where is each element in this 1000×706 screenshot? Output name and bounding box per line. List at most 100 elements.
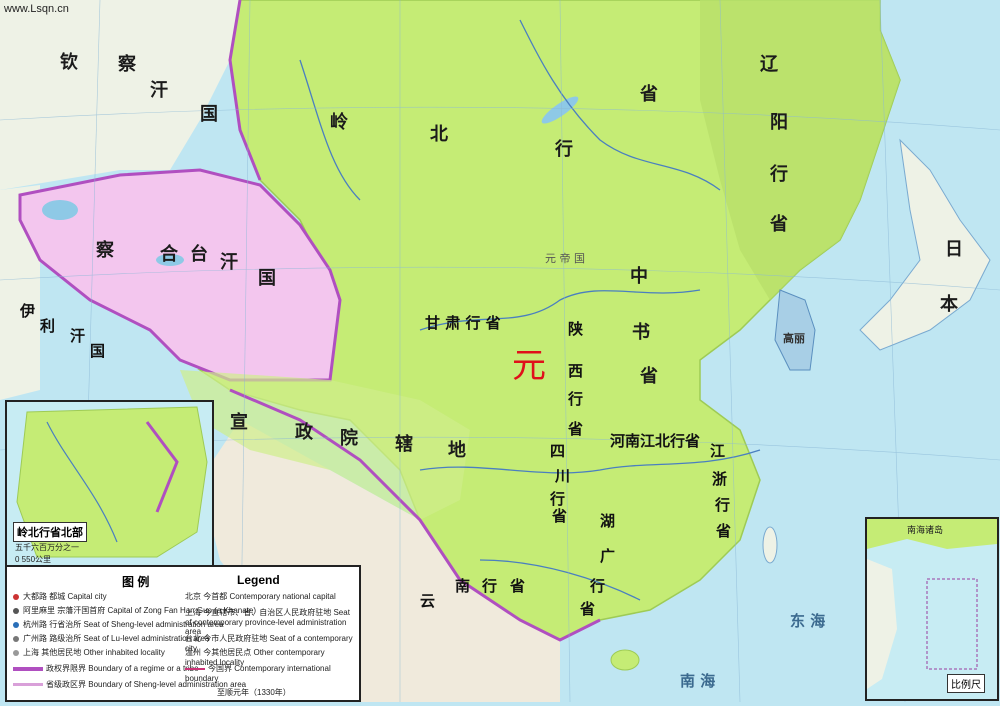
- inset-left-svg: [16, 406, 208, 558]
- label-yili-4: 国: [90, 342, 106, 360]
- legend-right-0-cn: 北京: [185, 592, 201, 601]
- legend-item-2-cn2: 行省治所: [49, 620, 82, 629]
- label-lingbei-2: 北: [430, 124, 448, 145]
- label-shaanxi-3: 行: [568, 390, 584, 408]
- legend-item-3-cn2: 路级治所: [49, 634, 82, 643]
- taiwan-island: [762, 526, 778, 564]
- amur-river: [519, 19, 721, 191]
- label-lingbei-3: 行: [555, 139, 573, 160]
- legend-item-1-en: Capital of Zong Fan Han Guo (a Khanate): [107, 606, 256, 615]
- yellow-river: [419, 289, 701, 331]
- label-sichuan-4: 省: [552, 507, 568, 525]
- inset-right-title: 比例尺: [947, 674, 985, 693]
- inset-left-land: [16, 406, 208, 558]
- label-xuanzheng-1: 宣: [230, 412, 248, 433]
- label-zhongshu-2: 书: [632, 322, 650, 343]
- rivers: [299, 19, 761, 601]
- legend-right-2: 台北 今市人民政府驻地 Seat of a contemporary city: [185, 633, 359, 653]
- legend-right-4: 今国界 Contemporary international boundary: [185, 663, 359, 683]
- legend-item-1-cn: 阿里麻里: [23, 606, 55, 615]
- legend-item-4-cn: 上海: [23, 648, 39, 657]
- label-shaanxi-4: 省: [568, 420, 584, 438]
- label-jiangzhe-3: 行: [715, 496, 731, 514]
- label-goryeo: 高丽: [783, 332, 805, 345]
- label-liaoyang-1: 辽: [760, 54, 778, 75]
- inset-left-border: [145, 421, 179, 513]
- label-huguang-2: 广: [600, 547, 616, 565]
- label-chagatai-2: 合: [160, 244, 178, 265]
- legend-right-3: 温州 今其他居民点 Other contemporary inhabited l…: [185, 647, 359, 667]
- legend-item-6: 省级政区界 Boundary of Sheng-level administra…: [13, 679, 246, 690]
- legend-item-0-cn: 大都路: [23, 592, 47, 601]
- legend-item-5-en: Boundary of a regime or a tribe: [88, 664, 199, 673]
- pearl-river: [479, 559, 641, 601]
- khanate-border-north: [228, 0, 262, 181]
- lake-balkhash-west: [42, 200, 78, 220]
- legend-right-0-cn2: 今首都: [203, 592, 228, 601]
- legend-right-1-cn: 上海: [185, 608, 201, 617]
- label-chagatai-5: 国: [258, 268, 276, 289]
- label-yunnan-1: 云: [420, 592, 436, 610]
- legend-item-2-en: Seat of Sheng-level administration area: [83, 620, 224, 629]
- label-huguang-3: 行: [590, 577, 606, 595]
- label-liaoyang-4: 省: [770, 214, 788, 235]
- label-gansu: 甘 肃 行 省: [425, 314, 501, 332]
- label-jiangzhe-2: 浙: [712, 470, 728, 488]
- label-yili-2: 利: [40, 317, 56, 335]
- label-lingbei-4: 省: [640, 84, 658, 105]
- inset-left-title: 岭北行省北部: [13, 522, 87, 542]
- legend-item-1-cn2: 宗藩汗国首府: [57, 606, 106, 615]
- label-henan: 河南江北行省: [610, 432, 701, 450]
- site-watermark: www.Lsqn.cn: [4, 3, 69, 15]
- label-qincha-4: 国: [200, 104, 218, 125]
- liaoyang-region: [700, 0, 900, 300]
- legend-right-0-en: Contemporary national capital: [229, 592, 336, 601]
- label-sichuan-1: 四: [550, 442, 566, 460]
- legend-item-2-cn: 杭州路: [23, 620, 47, 629]
- inset-lingbei-north: 岭北行省北部 五千六百万分之一 0 550公里: [5, 400, 214, 569]
- yenisei-river: [299, 59, 361, 201]
- legend-item-4-en: Other inhabited locality: [83, 648, 165, 657]
- inset-right-top-label: 南海诸岛: [907, 525, 944, 535]
- legend-item-3-cn: 广州路: [23, 634, 47, 643]
- label-yili-3: 汗: [70, 327, 86, 345]
- legend-right-1-cn2: 今直辖市、省、自治区人民政府驻地: [203, 608, 332, 617]
- legend-right-3-cn2: 今其他居民点: [203, 648, 252, 657]
- label-japan-1: 日: [945, 239, 963, 260]
- label-sea-south: 南 海: [680, 672, 716, 690]
- japan-land: [859, 138, 991, 351]
- label-empire-note: 元 帝 国: [545, 252, 585, 265]
- label-shaanxi-1: 陕: [568, 320, 584, 338]
- xuanzheng-region: [180, 370, 470, 520]
- legend-right-4-en: Contemporary international boundary: [185, 664, 331, 683]
- legend-item-4-cn2: 其他居民地: [41, 648, 82, 657]
- legend-item-0-en: Capital city: [67, 592, 107, 601]
- legend-title-cn: 图 例: [122, 575, 150, 589]
- inset-right-coast: [867, 519, 997, 549]
- legend-item-0: 大都路 都城 Capital city: [13, 591, 107, 602]
- legend-item-2: 杭州路 行省治所 Seat of Sheng-level administrat…: [13, 619, 224, 630]
- map-title-yuan: 元: [512, 346, 546, 386]
- label-liaoyang-2: 阳: [770, 112, 788, 133]
- legend-item-0-cn2: 都城: [49, 592, 66, 601]
- label-xuanzheng-3: 院: [340, 428, 358, 449]
- label-xuanzheng-2: 政: [295, 422, 313, 443]
- label-qincha-2: 察: [118, 54, 136, 75]
- legend-item-5: 政权界限界 Boundary of a regime or a tribe: [13, 663, 199, 674]
- legend-right-2-cn2: 今市人民政府驻地: [203, 634, 268, 643]
- legend-right-1-en: Seat of contemporary province-level admi…: [185, 608, 350, 636]
- label-sea-east: 东 海: [790, 612, 826, 630]
- label-yunnan-3: 行: [482, 577, 498, 595]
- label-qincha-1: 钦: [60, 52, 78, 73]
- label-xuanzheng-5: 地: [448, 440, 466, 461]
- label-huguang-4: 省: [580, 600, 596, 618]
- lake-baikal: [541, 96, 579, 124]
- legend-right-3-en: Other contemporary inhabited locality: [185, 648, 325, 667]
- inset-right-boundary: [926, 578, 978, 670]
- legend-item-4: 上海 其他居民地 Other inhabited locality: [13, 647, 165, 658]
- foreign-land-northwest: [0, 0, 240, 190]
- legend-right-4-cn2: 今国界: [208, 664, 232, 673]
- legend-title-en: Legend: [237, 573, 280, 587]
- label-lingbei-1: 岭: [330, 112, 348, 133]
- lake-issyk: [156, 254, 184, 266]
